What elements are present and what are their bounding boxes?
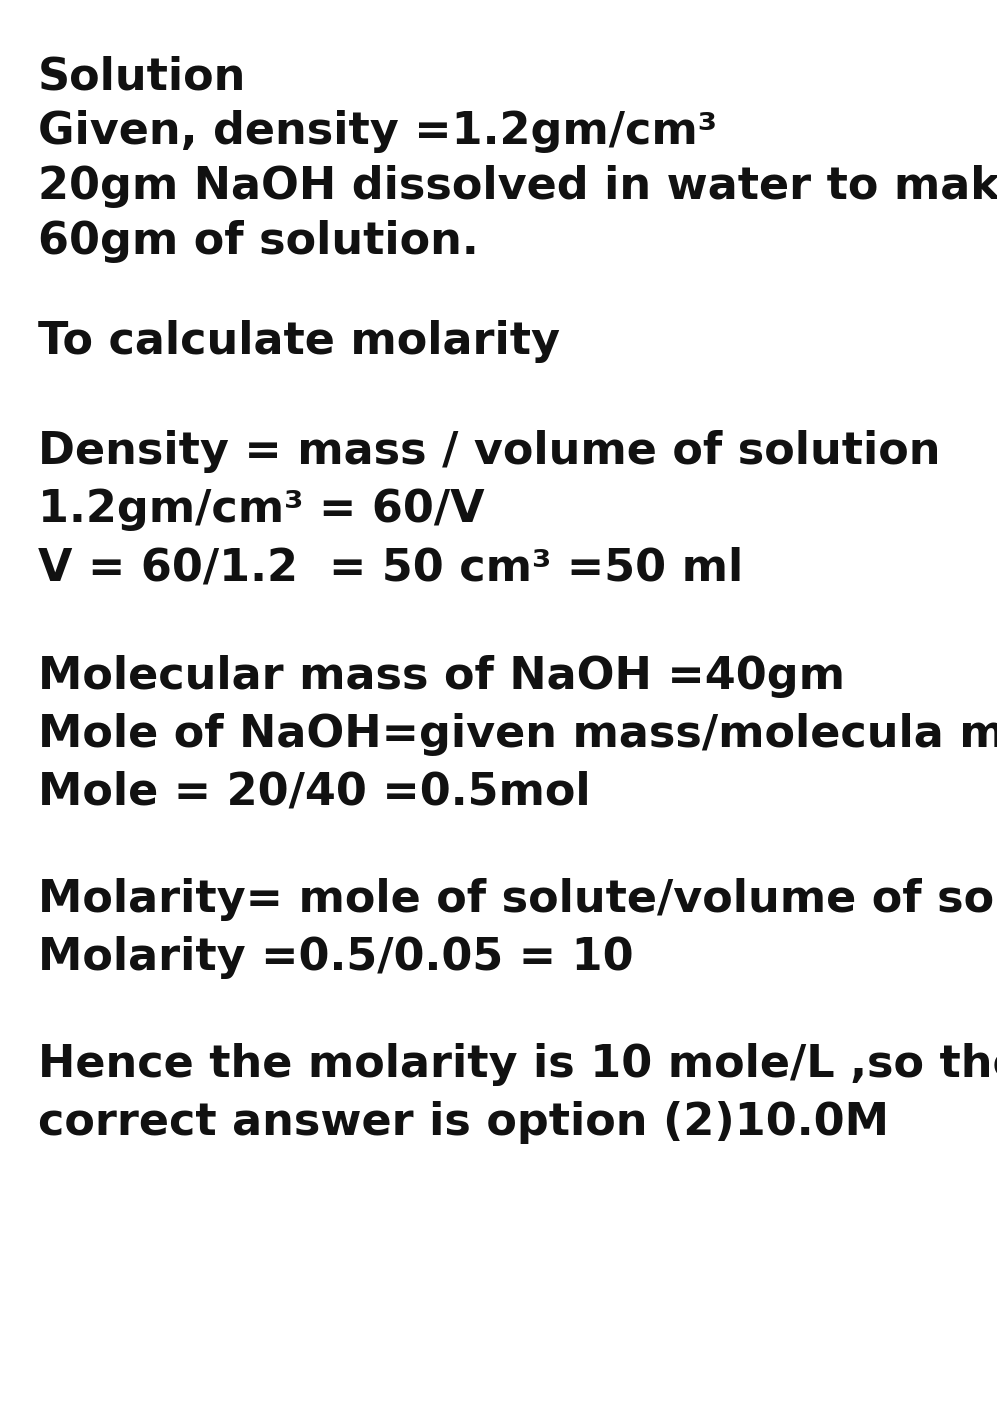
Text: Hence the molarity is 10 mole/L ,so the: Hence the molarity is 10 mole/L ,so the [38,1043,997,1086]
Text: Molecular mass of NaOH =40gm: Molecular mass of NaOH =40gm [38,655,845,699]
Text: Solution: Solution [38,55,246,98]
Text: Mole = 20/40 =0.5mol: Mole = 20/40 =0.5mol [38,771,590,814]
Text: Molarity =0.5/0.05 = 10: Molarity =0.5/0.05 = 10 [38,936,634,979]
Text: Given, density =1.2gm/cm³: Given, density =1.2gm/cm³ [38,110,717,154]
Text: 1.2gm/cm³ = 60/V: 1.2gm/cm³ = 60/V [38,488,485,531]
Text: 20gm NaOH dissolved in water to make: 20gm NaOH dissolved in water to make [38,165,997,208]
Text: correct answer is option (2)10.0M: correct answer is option (2)10.0M [38,1101,889,1144]
Text: To calculate molarity: To calculate molarity [38,320,560,363]
Text: V = 60/1.2  = 50 cm³ =50 ml: V = 60/1.2 = 50 cm³ =50 ml [38,546,743,589]
Text: Density = mass / volume of solution: Density = mass / volume of solution [38,430,940,472]
Text: 60gm of solution.: 60gm of solution. [38,221,479,263]
Text: Molarity= mole of solute/volume of solvent: Molarity= mole of solute/volume of solve… [38,878,997,921]
Text: Mole of NaOH=given mass/molecula mass: Mole of NaOH=given mass/molecula mass [38,713,997,756]
